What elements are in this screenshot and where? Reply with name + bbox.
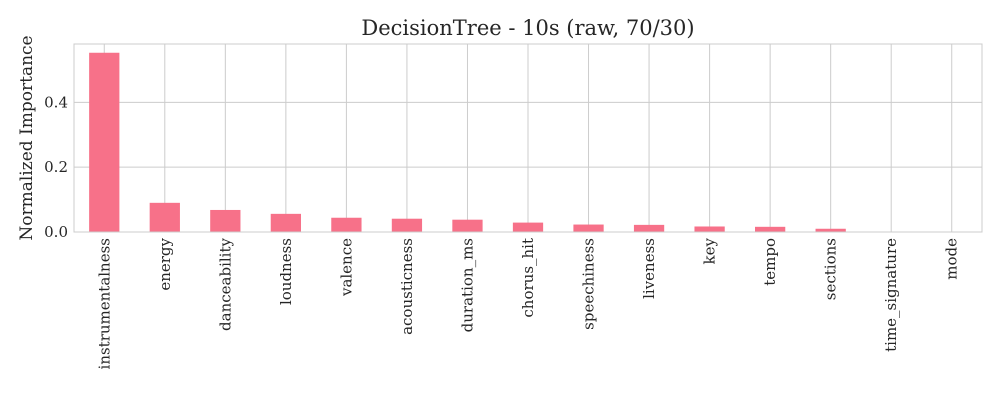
- x-tick-label: chorus_hit: [519, 238, 537, 318]
- y-tick-label: 0.2: [44, 158, 68, 176]
- x-tick-label: duration_ms: [458, 238, 476, 332]
- y-tick-label: 0.4: [44, 93, 68, 111]
- x-tick-label: valence: [337, 238, 355, 297]
- bar-acousticness: [391, 218, 423, 232]
- grid-lines: [74, 44, 982, 233]
- x-tick-label: danceability: [216, 237, 234, 330]
- bar-duration-ms: [452, 219, 483, 232]
- bar-tempo: [755, 226, 786, 232]
- x-tick-label: liveness: [640, 238, 658, 299]
- bar-energy: [149, 202, 180, 232]
- bar-instrumentalness: [89, 52, 120, 232]
- bar-loudness: [270, 213, 301, 232]
- x-tick-label: sections: [822, 238, 840, 300]
- x-tick-label: time_signature: [882, 238, 900, 352]
- plot-frame: [73, 43, 983, 233]
- bar-valence: [331, 217, 362, 232]
- x-tick-label: energy: [156, 237, 174, 290]
- x-tick-label: tempo: [761, 238, 779, 286]
- y-tick-labels: 0.0 0.2 0.4: [44, 93, 68, 241]
- x-tick-labels: instrumentalness energy danceability loudne…: [95, 237, 960, 369]
- bar-chorus-hit: [512, 222, 544, 232]
- y-axis-label: Normalized Importance: [17, 35, 37, 240]
- x-tick-label: acousticness: [398, 238, 416, 335]
- bar-liveness: [633, 224, 665, 232]
- x-tick-label: instrumentalness: [95, 238, 113, 369]
- bar-speechiness: [573, 224, 604, 232]
- x-tick-label: loudness: [277, 238, 295, 305]
- bar-sections: [815, 228, 846, 232]
- bars: [89, 52, 846, 232]
- x-tick-label: mode: [943, 238, 961, 280]
- x-tick-label: speechiness: [580, 238, 598, 330]
- bar-danceability: [210, 209, 241, 232]
- y-tick-label: 0.0: [44, 223, 68, 241]
- chart-title: DecisionTree - 10s (raw, 70/30): [361, 16, 694, 40]
- x-tick-label: key: [701, 237, 719, 264]
- bar-key: [694, 226, 725, 232]
